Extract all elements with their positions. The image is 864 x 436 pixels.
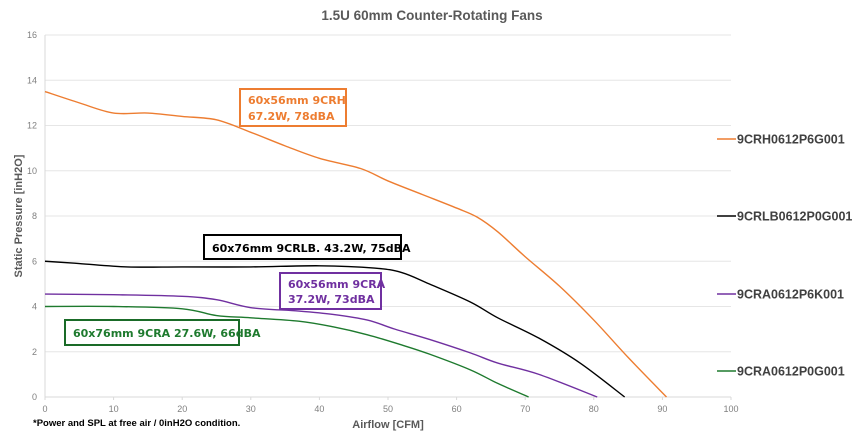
- legend-label: 9CRA0612P0G001: [737, 365, 845, 379]
- x-axis-label: Airflow [CFM]: [352, 419, 424, 431]
- x-tick-label: 90: [657, 404, 667, 414]
- series-line-9CRLB0612P0G001: [44, 260, 626, 398]
- annotation-text: 60x56mm 9CRH: [248, 94, 346, 107]
- x-tick-label: 40: [314, 404, 324, 414]
- annotation-text: 60x76mm 9CRA 27.6W, 66dBA: [73, 327, 261, 340]
- series-line-9CRA0612P6K001: [44, 293, 598, 398]
- annotation-box-9CRA0612P6K001: 60x56mm 9CRA 37.2W, 73dBA: [279, 272, 386, 310]
- series-line-9CRH0612P6G001: [44, 90, 668, 398]
- gridlines: [45, 34, 731, 353]
- annotation-text: 60x76mm 9CRLB. 43.2W, 75dBA: [212, 242, 411, 255]
- chart-title: 1.5U 60mm Counter-Rotating Fans: [321, 8, 542, 23]
- y-axis-label: Static Pressure [inH2O]: [13, 154, 25, 277]
- legend-label: 9CRLB0612P0G001: [737, 210, 852, 224]
- y-tick-label: 4: [32, 302, 37, 312]
- y-axis-ticks: 0 2 4 6 8 10 12 14 16: [27, 30, 37, 402]
- footnote: *Power and SPL at free air / 0inH2O cond…: [33, 418, 240, 429]
- annotation-text: 60x56mm 9CRA: [288, 278, 386, 291]
- legend-item-9CRLB0612P0G001: 9CRLB0612P0G001: [717, 210, 852, 224]
- data-series: [44, 90, 668, 398]
- x-tick-label: 50: [383, 404, 393, 414]
- x-tick-label: 70: [520, 404, 530, 414]
- x-tick-label: 80: [589, 404, 599, 414]
- y-tick-label: 16: [27, 30, 37, 40]
- annotation-text: 67.2W, 78dBA: [248, 110, 335, 123]
- annotation-box-9CRH0612P6G001: 60x56mm 9CRH 67.2W, 78dBA: [239, 88, 347, 127]
- annotations: 60x56mm 9CRH 67.2W, 78dBA 60x76mm 9CRLB. 4…: [64, 88, 411, 346]
- x-tick-label: 0: [42, 404, 47, 414]
- x-tick-label: 10: [109, 404, 119, 414]
- x-tick-label: 60: [452, 404, 462, 414]
- y-tick-label: 10: [27, 166, 37, 176]
- x-tick-label: 30: [246, 404, 256, 414]
- x-tick-label: 100: [723, 404, 738, 414]
- annotation-box-9CRA0612P0G001: 60x76mm 9CRA 27.6W, 66dBA: [64, 319, 261, 346]
- legend: 9CRH0612P6G001 9CRLB0612P0G001 9CRA0612P6K…: [717, 133, 852, 379]
- legend-item-9CRH0612P6G001: 9CRH0612P6G001: [717, 133, 845, 147]
- y-tick-label: 12: [27, 121, 37, 131]
- y-tick-label: 8: [32, 211, 37, 221]
- annotation-box-9CRLB0612P0G001: 60x76mm 9CRLB. 43.2W, 75dBA: [203, 234, 411, 260]
- series-line-9CRA0612P0G001: [44, 305, 529, 398]
- y-tick-label: 0: [32, 392, 37, 402]
- x-tick-label: 20: [177, 404, 187, 414]
- legend-item-9CRA0612P0G001: 9CRA0612P0G001: [717, 365, 845, 379]
- y-tick-label: 2: [32, 347, 37, 357]
- legend-label: 9CRA0612P6K001: [737, 288, 844, 302]
- legend-item-9CRA0612P6K001: 9CRA0612P6K001: [717, 288, 844, 302]
- annotation-text: 37.2W, 73dBA: [288, 293, 375, 306]
- x-axis-ticks: 0 10 20 30 40 50 60 70 80 90 100: [42, 397, 739, 414]
- y-tick-label: 14: [27, 75, 37, 85]
- y-tick-label: 6: [32, 256, 37, 266]
- legend-label: 9CRH0612P6G001: [737, 133, 845, 147]
